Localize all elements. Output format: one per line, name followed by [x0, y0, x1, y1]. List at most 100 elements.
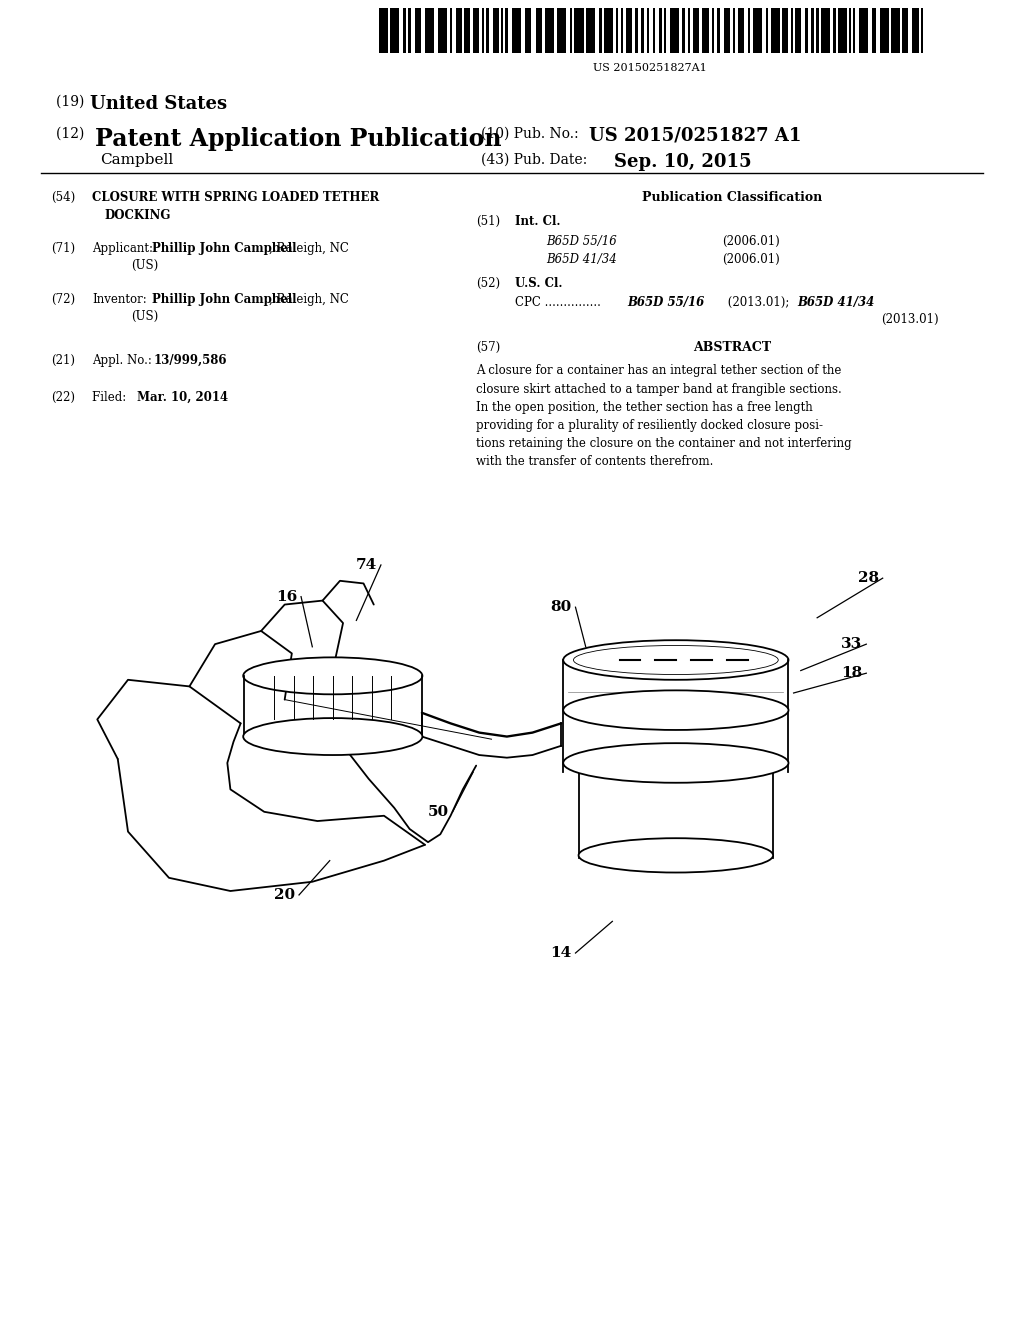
- Text: B65D 41/34: B65D 41/34: [546, 253, 616, 267]
- Text: Appl. No.:: Appl. No.:: [92, 354, 156, 367]
- Text: Filed:: Filed:: [92, 391, 148, 404]
- Text: Phillip John Campbell: Phillip John Campbell: [152, 242, 296, 255]
- Bar: [805, 8, 808, 53]
- Bar: [753, 8, 762, 53]
- Bar: [570, 8, 572, 53]
- Bar: [693, 8, 699, 53]
- Bar: [682, 8, 685, 53]
- Text: CPC ...............: CPC ...............: [515, 296, 605, 309]
- Text: Phillip John Campbell: Phillip John Campbell: [152, 293, 296, 306]
- Bar: [574, 8, 584, 53]
- Bar: [821, 8, 830, 53]
- Text: with the transfer of contents therefrom.: with the transfer of contents therefrom.: [476, 455, 714, 469]
- Bar: [816, 8, 819, 53]
- Text: (2006.01): (2006.01): [722, 235, 779, 248]
- Bar: [811, 8, 814, 53]
- Bar: [456, 8, 462, 53]
- Bar: [712, 8, 714, 53]
- Bar: [473, 8, 479, 53]
- Text: U.S. Cl.: U.S. Cl.: [515, 277, 562, 290]
- Text: DOCKING: DOCKING: [104, 209, 171, 222]
- Bar: [616, 8, 618, 53]
- Bar: [512, 8, 521, 53]
- Text: Mar. 10, 2014: Mar. 10, 2014: [137, 391, 228, 404]
- Bar: [849, 8, 851, 53]
- Text: (2006.01): (2006.01): [722, 253, 779, 267]
- Bar: [771, 8, 780, 53]
- Text: 50: 50: [428, 805, 449, 818]
- Bar: [557, 8, 566, 53]
- Text: (21): (21): [51, 354, 75, 367]
- Text: Campbell: Campbell: [100, 153, 174, 168]
- Text: (2013.01);: (2013.01);: [724, 296, 794, 309]
- Bar: [493, 8, 499, 53]
- Bar: [621, 8, 623, 53]
- Bar: [635, 8, 638, 53]
- Text: providing for a plurality of resiliently docked closure posi-: providing for a plurality of resiliently…: [476, 418, 823, 432]
- Text: Applicant:: Applicant:: [92, 242, 157, 255]
- Text: (51): (51): [476, 215, 501, 228]
- Text: Sep. 10, 2015: Sep. 10, 2015: [614, 153, 752, 172]
- Bar: [766, 8, 768, 53]
- Text: (2013.01): (2013.01): [881, 313, 938, 326]
- Bar: [738, 8, 744, 53]
- Text: (71): (71): [51, 242, 76, 255]
- Bar: [872, 8, 876, 53]
- Ellipse shape: [563, 690, 788, 730]
- Bar: [438, 8, 447, 53]
- Bar: [795, 8, 801, 53]
- Bar: [921, 8, 923, 53]
- Bar: [733, 8, 735, 53]
- Bar: [586, 8, 595, 53]
- Text: , Raleigh, NC: , Raleigh, NC: [269, 293, 349, 306]
- Text: (19): (19): [56, 95, 89, 110]
- Text: A closure for a container has an integral tether section of the: A closure for a container has an integra…: [476, 364, 842, 378]
- Text: In the open position, the tether section has a free length: In the open position, the tether section…: [476, 401, 813, 413]
- Text: United States: United States: [90, 95, 227, 114]
- Bar: [403, 8, 406, 53]
- Bar: [891, 8, 900, 53]
- Text: tions retaining the closure on the container and not interfering: tions retaining the closure on the conta…: [476, 437, 852, 450]
- Text: Int. Cl.: Int. Cl.: [515, 215, 560, 228]
- Bar: [724, 8, 730, 53]
- Bar: [702, 8, 709, 53]
- Bar: [717, 8, 720, 53]
- Bar: [505, 8, 508, 53]
- Text: B65D 55/16: B65D 55/16: [628, 296, 705, 309]
- Ellipse shape: [244, 718, 422, 755]
- Bar: [880, 8, 889, 53]
- Bar: [902, 8, 908, 53]
- Bar: [853, 8, 855, 53]
- Text: (22): (22): [51, 391, 75, 404]
- Bar: [525, 8, 531, 53]
- Text: 28: 28: [858, 572, 879, 585]
- Ellipse shape: [563, 743, 788, 783]
- Text: 80: 80: [551, 601, 571, 614]
- Text: (12): (12): [56, 127, 89, 141]
- Bar: [782, 8, 788, 53]
- Text: 74: 74: [356, 558, 377, 572]
- Bar: [536, 8, 542, 53]
- Text: B65D 55/16: B65D 55/16: [546, 235, 616, 248]
- Text: 20: 20: [274, 888, 295, 902]
- Text: 14: 14: [551, 946, 571, 960]
- Bar: [464, 8, 470, 53]
- Bar: [688, 8, 690, 53]
- Bar: [379, 8, 388, 53]
- Text: (US): (US): [131, 310, 159, 323]
- Text: 16: 16: [276, 590, 297, 603]
- Bar: [482, 8, 484, 53]
- Ellipse shape: [563, 640, 788, 680]
- Text: closure skirt attached to a tamper band at frangible sections.: closure skirt attached to a tamper band …: [476, 383, 842, 396]
- Text: B65D 41/34: B65D 41/34: [798, 296, 874, 309]
- Text: CLOSURE WITH SPRING LOADED TETHER: CLOSURE WITH SPRING LOADED TETHER: [92, 191, 380, 205]
- Text: 33: 33: [842, 638, 862, 651]
- Bar: [626, 8, 632, 53]
- Bar: [748, 8, 750, 53]
- Bar: [664, 8, 666, 53]
- Bar: [670, 8, 679, 53]
- Bar: [545, 8, 554, 53]
- Bar: [859, 8, 868, 53]
- Ellipse shape: [244, 657, 422, 694]
- Bar: [604, 8, 613, 53]
